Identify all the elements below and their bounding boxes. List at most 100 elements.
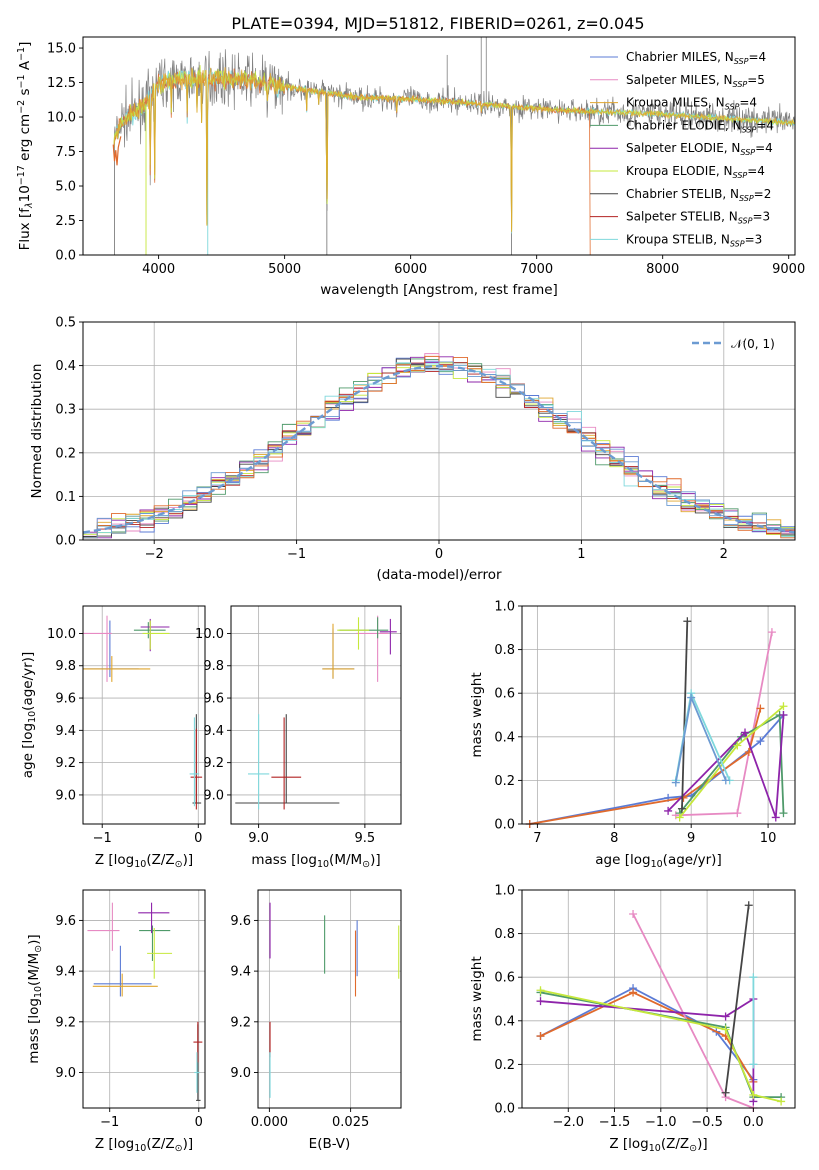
weight-series <box>667 714 785 818</box>
x-tick-label: −1.5 <box>599 1115 631 1130</box>
y-tick-label: 9.2 <box>55 1015 76 1030</box>
x-tick-label: 1 <box>577 547 585 562</box>
errorbar-point <box>189 717 200 807</box>
weight-marker <box>629 909 638 918</box>
x-tick-label: 0 <box>435 547 443 562</box>
y-tick-label: 0.6 <box>494 971 515 986</box>
spectrum-model <box>113 67 795 233</box>
y-tick-label: 9.0 <box>230 1066 251 1081</box>
weight-marker <box>683 617 692 626</box>
errorbar-point <box>138 902 170 934</box>
y-tick-label: 0.3 <box>55 403 76 418</box>
y-tick-label: 1.0 <box>494 884 515 899</box>
errorbar-point <box>379 618 397 655</box>
x-tick-label: −2 <box>145 547 164 562</box>
axes-frame <box>82 605 206 825</box>
weight-marker <box>749 1090 758 1099</box>
axes-frame <box>82 36 796 256</box>
weight-marker <box>675 813 684 822</box>
errorbar-point <box>322 628 355 679</box>
errorbar-point <box>339 617 389 639</box>
x-tick-label: 0.0 <box>743 1115 764 1130</box>
y-tick-label: 0.2 <box>494 774 515 789</box>
weight-vs-Z-xlabel: Z [log10(Z/Z⊙)] <box>609 1136 707 1154</box>
y-tick-label: 9.4 <box>55 965 76 980</box>
y-tick-label: 9.2 <box>203 756 224 771</box>
x-tick-label: 9 <box>687 831 695 846</box>
weight-marker <box>733 741 742 750</box>
weight-marker <box>777 1097 786 1106</box>
y-tick-label: 9.2 <box>230 1015 251 1030</box>
errorbar-point <box>356 615 389 682</box>
histogram-panel: −2 −1 0 1 2 0.0 0.1 0.2 0.3 0.4 0.5 Normed distribu… <box>29 316 796 583</box>
weight-marker <box>733 809 742 818</box>
weight-marker <box>771 813 780 822</box>
weight-marker <box>767 628 776 637</box>
weight-series <box>724 905 750 1093</box>
y-tick-label: 10.0 <box>47 111 76 126</box>
histogram-xlabel: (data-model)/error <box>376 567 502 583</box>
legend-entry: 𝒩(0, 1) <box>731 337 775 351</box>
y-tick-label: 9.0 <box>55 1066 76 1081</box>
weight-series <box>540 997 755 1102</box>
age-vs-Z-ylabel-group: age [log10(age/yr)] <box>20 652 38 778</box>
errorbar-point <box>87 902 120 951</box>
spectrum-xlabel: wavelength [Angstrom, rest frame] <box>320 282 558 298</box>
y-tick-label: 0.0 <box>55 249 76 264</box>
errorbar-point <box>83 656 151 682</box>
spectrum-panel: 4000 5000 6000 7000 8000 9000 0.0 2.5 5.0 7.5 10.0… <box>16 36 805 298</box>
errorbar-point <box>322 623 355 679</box>
y-tick-label: 0.6 <box>494 687 515 702</box>
y-tick-label: 15.0 <box>47 42 76 57</box>
x-tick-label: 9000 <box>772 262 805 277</box>
weight-vs-age-ylabel: mass weight <box>469 672 485 757</box>
spectrum-legend: Chabrier MILES, NSSP=4 Salpeter MILES, NS… <box>590 50 774 248</box>
weight-vs-Z-ylabel: mass weight <box>469 956 485 1041</box>
mass-vs-Z-ylabel-group: mass [log10(M/M⊙)] <box>26 934 44 1063</box>
y-tick-label: 9.8 <box>203 659 224 674</box>
weight-marker <box>677 804 686 813</box>
age-vs-mass-xlabel: mass [log10(M/M⊙)] <box>251 852 380 870</box>
mass-vs-Z-xlabel: Z [log10(Z/Z⊙)] <box>95 1136 193 1154</box>
weight-series <box>540 989 782 1103</box>
weight-vs-Z-panel: −2.0 −1.5 −1.0 −0.5 0.0 0.0 0.2 0.4 0.6 0.8 1.0 Z [… <box>469 884 796 1154</box>
x-tick-label: 7 <box>533 831 541 846</box>
x-tick-label: −1 <box>100 1115 119 1130</box>
y-tick-label: 9.4 <box>55 724 76 739</box>
y-tick-label: 9.6 <box>55 692 76 707</box>
x-tick-label: 10 <box>760 831 777 846</box>
x-tick-label: 4000 <box>142 262 175 277</box>
weight-marker <box>779 711 788 719</box>
y-tick-label: 9.4 <box>230 965 251 980</box>
weight-marker <box>779 809 788 818</box>
spectrum-lines <box>112 37 795 255</box>
y-tick-label: 7.5 <box>55 145 76 160</box>
legend-entry: Salpeter ELODIE, NSSP=4 <box>626 141 773 157</box>
y-tick-label: 10.0 <box>47 627 76 642</box>
y-tick-label: 0.8 <box>494 643 515 658</box>
legend-entry: Chabrier MILES, NSSP=4 <box>626 50 766 66</box>
y-tick-label: 0.5 <box>55 316 76 331</box>
weight-marker <box>629 988 638 997</box>
y-tick-label: 0.4 <box>55 359 76 374</box>
x-tick-label: 0.000 <box>251 1115 288 1130</box>
y-tick-label: 0.8 <box>494 927 515 942</box>
weight-lines <box>525 617 788 828</box>
weight-marker <box>721 1025 730 1034</box>
errorbar-point <box>337 617 370 650</box>
y-tick-label: 0.1 <box>55 490 76 505</box>
weight-marker <box>721 776 730 785</box>
x-tick-label: 8 <box>610 831 618 846</box>
weight-marker <box>749 1060 758 1069</box>
y-tick-label: 9.0 <box>203 788 224 803</box>
y-tick-label: 9.2 <box>55 756 76 771</box>
x-tick-label: 9.0 <box>248 831 269 846</box>
x-tick-label: −2.0 <box>552 1115 584 1130</box>
weight-vs-age-panel: 7 8 9 10 0.0 0.2 0.4 0.6 0.8 1.0 age [log10(age/yr… <box>469 600 796 870</box>
spectrum-ylabel: Flux [fλ10−17 erg cm−2 s−1 A−1] <box>16 42 35 251</box>
y-tick-label: 9.8 <box>55 659 76 674</box>
errorbar-point <box>194 1052 200 1093</box>
age-vs-Z-panel: −1 0 9.0 9.2 9.4 9.6 9.8 10.0 Z [log10(Z/Z⊙)] age… <box>20 605 206 870</box>
weight-marker <box>756 737 765 746</box>
